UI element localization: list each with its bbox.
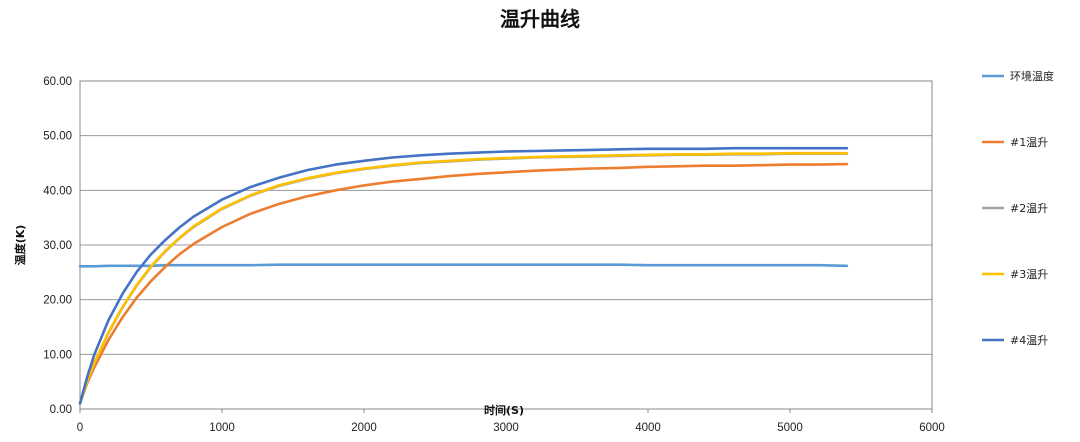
series-line-3 [78,151,849,405]
x-tick-label: 5000 [777,422,803,434]
x-tick-label: 1000 [209,422,235,434]
legend-label: #3温升 [1010,268,1048,281]
x-tick-label: 3000 [493,422,519,434]
legend: 环境温度 #1温升 #2温升 #3温升 #4温升 [982,69,1054,347]
series-line-1 [78,162,849,405]
series-lines [78,146,849,405]
x-tick-label: 6000 [919,422,945,434]
y-axis-ticks: 0.00 10.00 20.00 30.00 40.00 50.00 60.00 [43,76,72,416]
y-tick-label: 60.00 [43,76,72,88]
series-line-2 [78,152,849,405]
series-line-4 [78,146,849,405]
legend-label: 环境温度 [1010,69,1054,83]
y-tick-label: 50.00 [43,131,72,143]
y-tick-label: 20.00 [43,295,72,307]
legend-label: #2温升 [1010,202,1048,215]
x-tick-label: 0 [77,422,83,434]
x-tick-label: 4000 [635,422,661,434]
legend-label: #1温升 [1010,136,1048,149]
y-tick-label: 40.00 [43,185,72,197]
y-tick-label: 10.00 [43,349,72,361]
series-line-0 [78,263,849,268]
x-tick-label: 2000 [351,422,377,434]
y-tick-label: 0.00 [50,404,72,416]
y-tick-label: 30.00 [43,240,72,252]
y-axis-label: 温度(K) [13,225,27,266]
x-axis-label: 时间(S) [484,403,524,417]
grid-lines [80,80,932,410]
chart-title: 温升曲线 [500,7,580,31]
x-axis-ticks: 0 1000 2000 3000 4000 5000 6000 [77,409,945,434]
legend-label: #4温升 [1010,334,1048,347]
